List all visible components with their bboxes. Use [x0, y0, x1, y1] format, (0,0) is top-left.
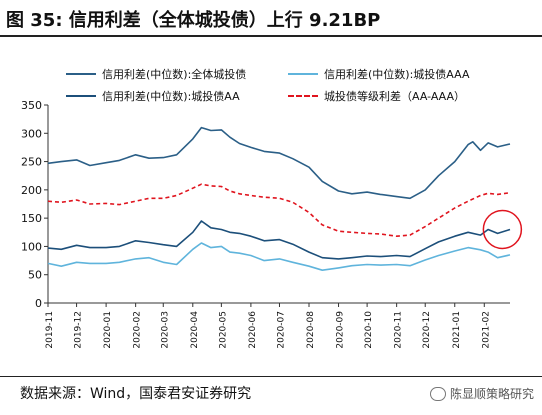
- watermark-text: 陈显顺策略研究: [449, 387, 534, 401]
- chart-annotations: [482, 209, 523, 250]
- source-note: 数据来源：Wind，国泰君安证券研究: [20, 386, 252, 402]
- series-line-1: [47, 242, 511, 271]
- x-tick-label: 2020-07: [276, 311, 286, 349]
- legend-label-aaa: 信用利差(中位数):城投债AAA: [324, 68, 470, 81]
- x-tick-label: 2020-09: [336, 311, 346, 349]
- figure-header: 图 35: 信用利差（全体城投债）上行 9.21BP: [0, 0, 542, 37]
- x-tick-label: 2021-01: [452, 311, 462, 349]
- y-tick-label: 200: [21, 184, 42, 197]
- x-tick-label: 2020-01: [103, 311, 113, 349]
- legend-label-spread: 城投债等级利差（AA-AAA）: [324, 90, 466, 103]
- highlight-circle: [482, 209, 523, 250]
- y-tick-label: 300: [21, 127, 42, 140]
- x-tick-label: 2020-12: [422, 311, 432, 349]
- y-tick-label: 0: [35, 297, 42, 310]
- series-line-3: [47, 183, 511, 237]
- y-tick-label: 150: [21, 212, 42, 225]
- line-chart: 0 50 100 150 200 250 300 350 2019-11 2019-12 2020-…: [21, 100, 523, 349]
- x-tick-label: 2021-02: [481, 311, 491, 349]
- x-tick-label: 2020-02: [133, 311, 143, 349]
- legend-item-aaa: 信用利差(中位数):城投债AAA: [288, 66, 469, 82]
- y-tick-label: 250: [21, 156, 42, 169]
- legend-label-aa: 信用利差(中位数):城投债AA: [102, 90, 240, 103]
- legend-swatch-aa: [66, 95, 96, 97]
- y-tick-label: 350: [21, 100, 42, 112]
- x-tick-label: 2019-11: [45, 311, 55, 349]
- chart-axes: 0 50 100 150 200 250 300 350 2019-11 2019-12 2020-…: [21, 100, 510, 349]
- series-line-0: [47, 126, 511, 200]
- title-divider: [0, 35, 542, 37]
- chart-legend: 信用利差(中位数):全体城投债 信用利差(中位数):城投债AAA 信用利差(中位…: [0, 60, 542, 106]
- figure-title: 图 35: 信用利差（全体城投债）上行 9.21BP: [6, 10, 381, 31]
- legend-label-all: 信用利差(中位数):全体城投债: [102, 68, 247, 81]
- x-tick-label: 2020-11: [394, 311, 404, 349]
- legend-item-all: 信用利差(中位数):全体城投债: [66, 66, 246, 82]
- x-tick-label: 2020-04: [190, 311, 200, 349]
- legend-swatch-aaa: [288, 73, 318, 75]
- series-line-2: [47, 220, 511, 260]
- legend-item-spread: 城投债等级利差（AA-AAA）: [288, 88, 465, 104]
- watermark: 陈显顺策略研究: [429, 385, 534, 402]
- y-tick-label: 50: [28, 269, 42, 282]
- wechat-icon: [429, 386, 446, 401]
- x-tick-label: 2020-06: [248, 311, 258, 349]
- x-tick-label: 2020-03: [160, 311, 170, 349]
- x-tick-label: 2020-08: [306, 311, 316, 349]
- legend-swatch-all: [66, 73, 96, 75]
- x-tick-label: 2019-12: [74, 311, 84, 349]
- footer-divider: [0, 376, 542, 377]
- x-tick-label: 2020-10: [364, 311, 374, 349]
- y-tick-label: 100: [21, 240, 42, 253]
- chart-series: [47, 126, 511, 271]
- legend-item-aa: 信用利差(中位数):城投债AA: [66, 88, 240, 104]
- legend-swatch-spread: [288, 95, 318, 97]
- x-tick-label: 2020-05: [218, 311, 228, 349]
